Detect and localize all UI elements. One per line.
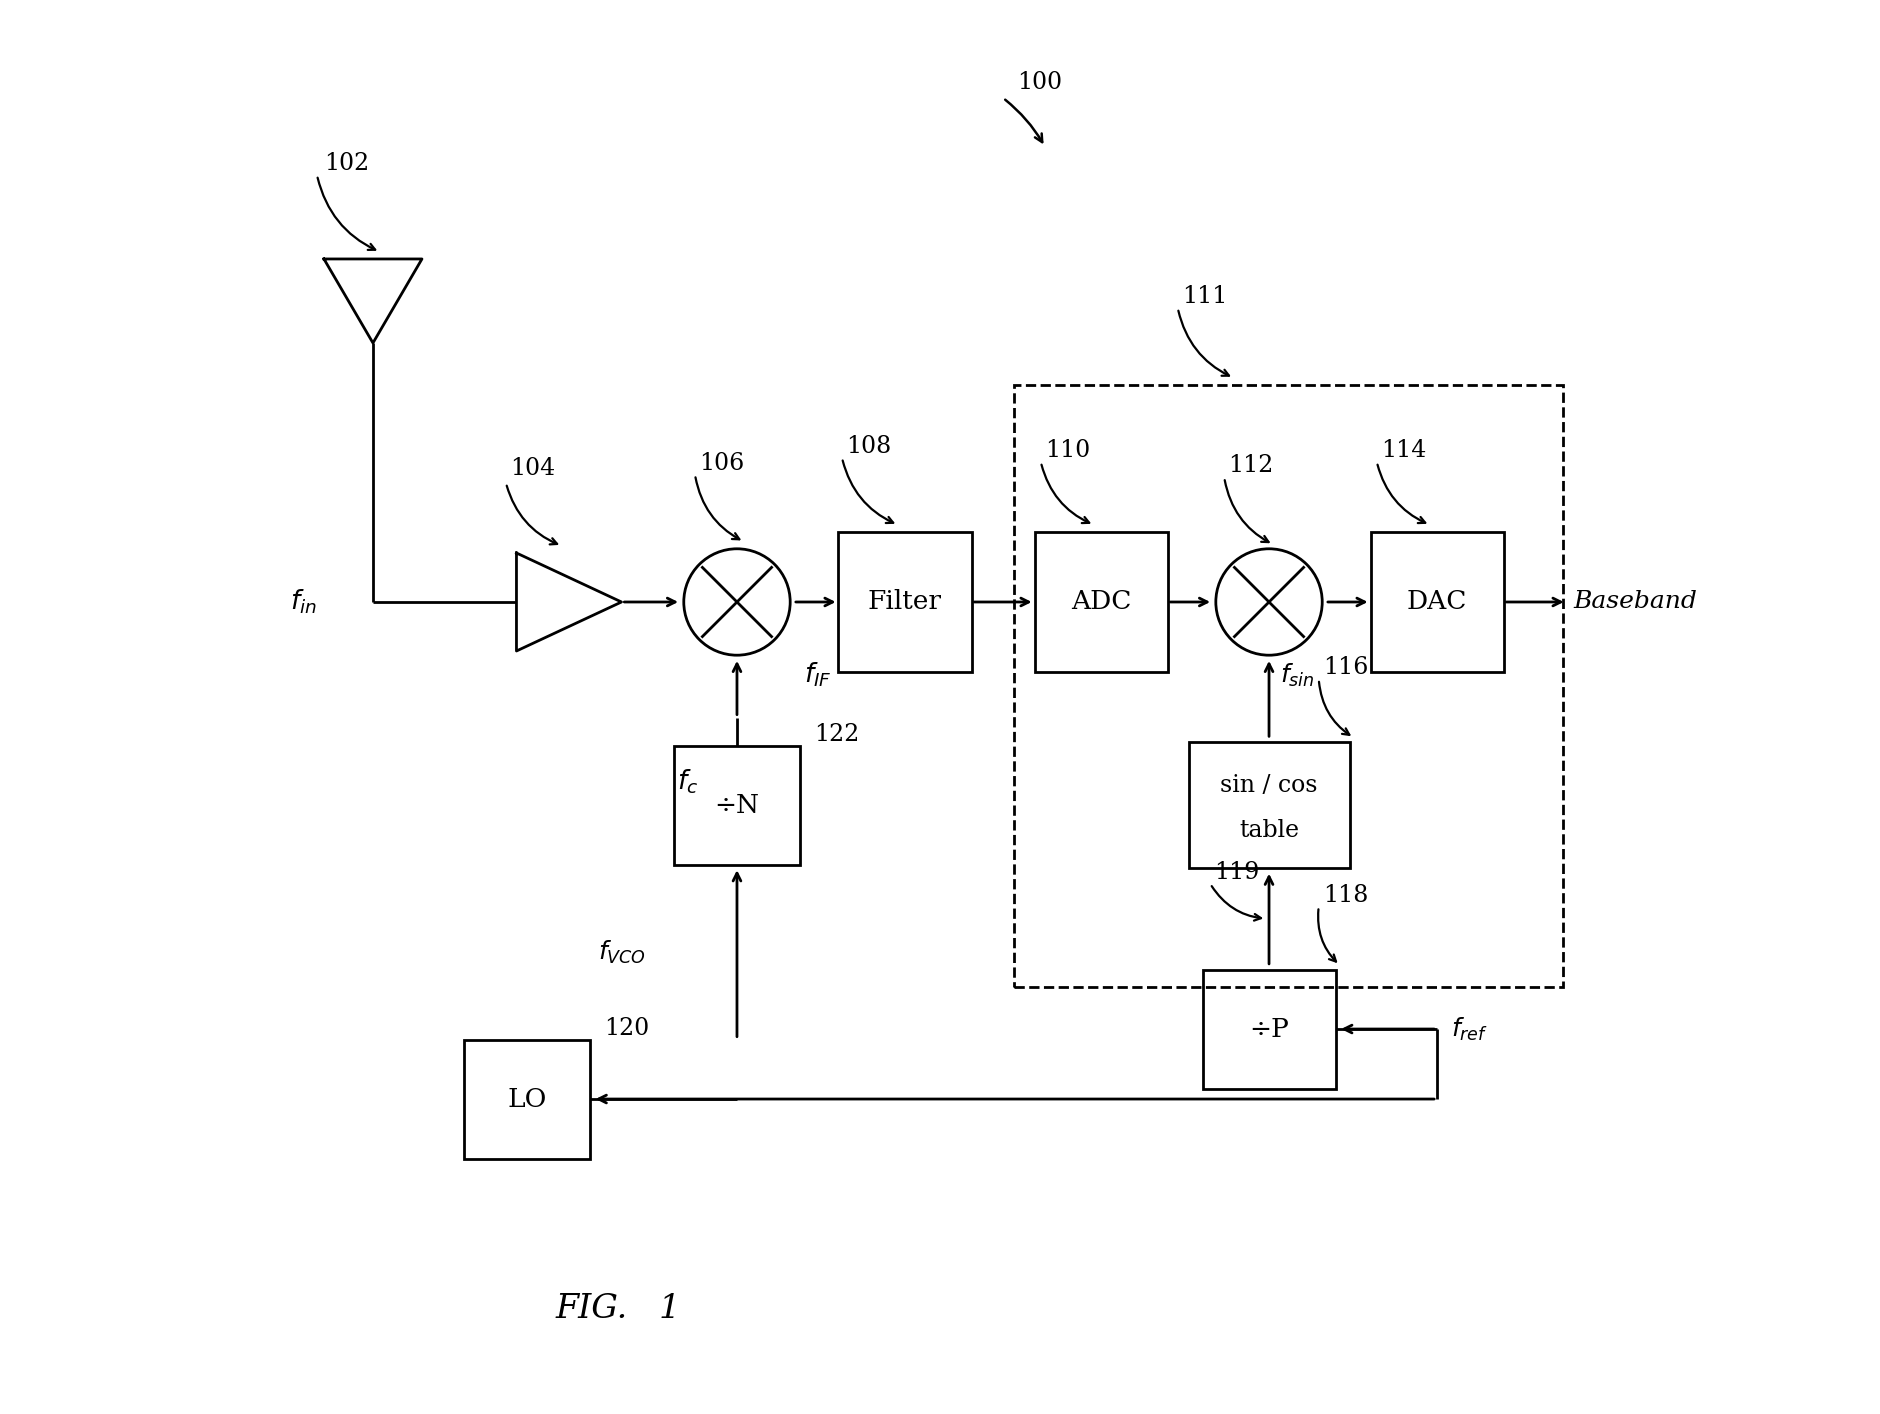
Text: ADC: ADC	[1072, 590, 1132, 615]
Text: table: table	[1239, 819, 1299, 841]
Text: 108: 108	[846, 434, 891, 458]
Text: FIG.   1: FIG. 1	[555, 1292, 681, 1325]
Bar	[673, 745, 801, 864]
Text: $f_{in}$: $f_{in}$	[290, 588, 318, 617]
Text: LO: LO	[508, 1086, 547, 1111]
Text: 114: 114	[1382, 438, 1427, 462]
Text: 111: 111	[1183, 286, 1228, 308]
Text: 100: 100	[1017, 71, 1062, 93]
Text: 102: 102	[323, 151, 368, 175]
Text: ÷N: ÷N	[714, 792, 760, 817]
Text: 119: 119	[1214, 861, 1260, 884]
Text: $f_c$: $f_c$	[677, 768, 699, 796]
Text: 122: 122	[814, 723, 859, 745]
Text: 104: 104	[509, 457, 555, 481]
Text: sin / cos: sin / cos	[1220, 773, 1318, 797]
Bar	[464, 1039, 590, 1158]
Text: $f_{sin}$: $f_{sin}$	[1280, 662, 1314, 690]
Bar	[1034, 532, 1167, 672]
Bar	[1203, 970, 1335, 1089]
Text: Filter: Filter	[869, 590, 942, 615]
Text: $f_{VCO}$: $f_{VCO}$	[598, 939, 647, 966]
Bar	[1188, 742, 1350, 868]
Text: $f_{IF}$: $f_{IF}$	[805, 660, 831, 689]
Text: ÷P: ÷P	[1248, 1017, 1290, 1042]
Text: 110: 110	[1045, 438, 1090, 462]
Text: 118: 118	[1324, 884, 1369, 906]
Text: 116: 116	[1324, 656, 1369, 679]
Bar	[838, 532, 972, 672]
Text: 106: 106	[699, 451, 744, 475]
Text: 120: 120	[603, 1017, 649, 1039]
Bar	[1371, 532, 1504, 672]
Text: 112: 112	[1228, 454, 1275, 478]
Bar	[1013, 385, 1562, 987]
Text: Baseband: Baseband	[1574, 591, 1698, 614]
Text: DAC: DAC	[1406, 590, 1466, 615]
Text: $f_{ref}$: $f_{ref}$	[1451, 1015, 1489, 1042]
